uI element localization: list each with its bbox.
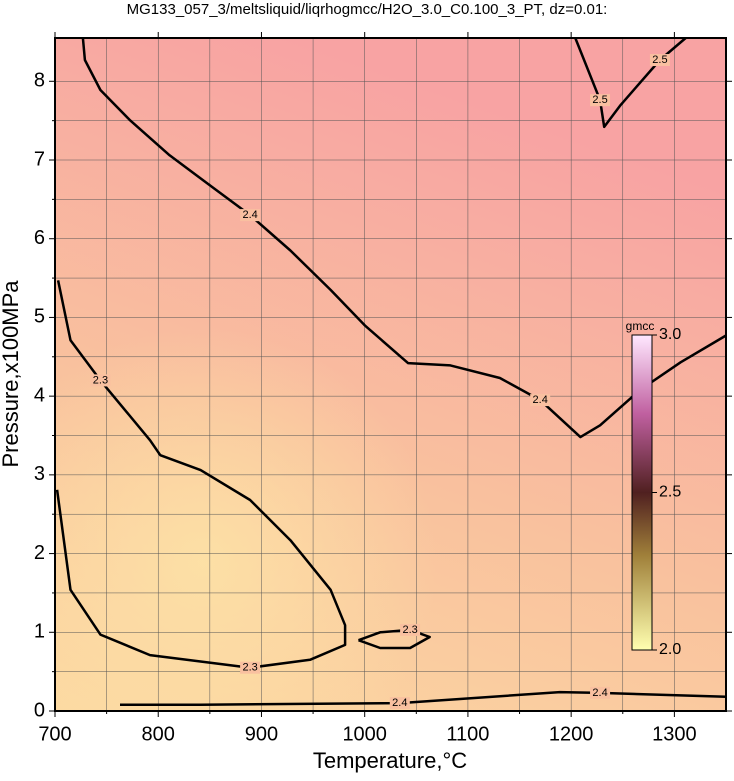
contour-label: 2.4: [533, 394, 548, 406]
y-tick-label: 7: [34, 148, 45, 170]
colorbar: gmcc 2.0 2.5 3.0: [626, 319, 682, 658]
contour-line: [120, 690, 727, 706]
contour-line: [358, 628, 431, 650]
plot-frame: [54, 37, 727, 712]
contour-label: 2.5: [592, 94, 607, 106]
y-tick-label: 1: [34, 621, 45, 643]
contour-label: 2.3: [242, 662, 257, 674]
chart-title: MG133_057_3/meltsliquid/liqrhogmcc/H2O_3…: [127, 1, 608, 18]
x-tick-label: 1200: [549, 723, 594, 745]
x-tick-label: 900: [245, 723, 278, 745]
contour-label: 2.3: [402, 624, 417, 636]
y-tick-label: 2: [34, 542, 45, 564]
y-axis-label: Pressure,x100MPa: [0, 280, 23, 468]
grid: [54, 38, 726, 712]
contour-label-bg: [649, 54, 670, 67]
axes: 700 800 900 1000 1100 1200 1300 0 1 2 3 4 5 6 7 8: [34, 32, 732, 745]
colorbar-tick-label: 2.5: [659, 484, 681, 501]
y-tick-label: 5: [34, 306, 45, 328]
colorbar-scale: [631, 334, 653, 651]
y-tick-label: 0: [34, 699, 45, 721]
contour-label: 2.5: [652, 54, 667, 66]
contour-label-bg: [400, 623, 421, 636]
x-axis-label: Temperature,°C: [313, 748, 467, 773]
colorbar-tick-label: 3.0: [659, 326, 681, 343]
contour-label-bg: [240, 209, 261, 222]
contour-line: [81, 37, 727, 439]
x-tick-label: 800: [142, 723, 175, 745]
contour-label-bg: [590, 686, 611, 699]
y-tick-label: 8: [34, 70, 45, 92]
y-tick-label: 6: [34, 227, 45, 249]
contour-label-bg: [240, 661, 261, 674]
contour-line: [55, 280, 347, 669]
plot-highlight: [55, 38, 726, 711]
y-tick-label: 3: [34, 463, 45, 485]
y-tick-label: 4: [34, 384, 45, 406]
contours: [55, 37, 727, 706]
colorbar-tick-label: 2.0: [659, 641, 681, 658]
contour-labels: 2.4 2.4 2.3 2.3 2.3 2.5 2.5 2.4 2.4: [90, 54, 670, 710]
x-tick-label: 700: [38, 723, 71, 745]
contour-label: 2.4: [392, 697, 407, 709]
x-tick-label: 1000: [342, 723, 387, 745]
contour-label-bg: [530, 394, 551, 407]
contour-label-bg: [590, 94, 611, 107]
contour-label: 2.3: [93, 374, 108, 386]
contour-label-bg: [90, 374, 111, 387]
x-tick-label: 1300: [652, 723, 697, 745]
contour-label: 2.4: [592, 687, 607, 699]
contour-label-bg: [389, 697, 410, 710]
contour-label: 2.4: [242, 209, 257, 221]
colorbar-label: gmcc: [626, 319, 655, 333]
x-tick-label: 1100: [446, 723, 489, 745]
